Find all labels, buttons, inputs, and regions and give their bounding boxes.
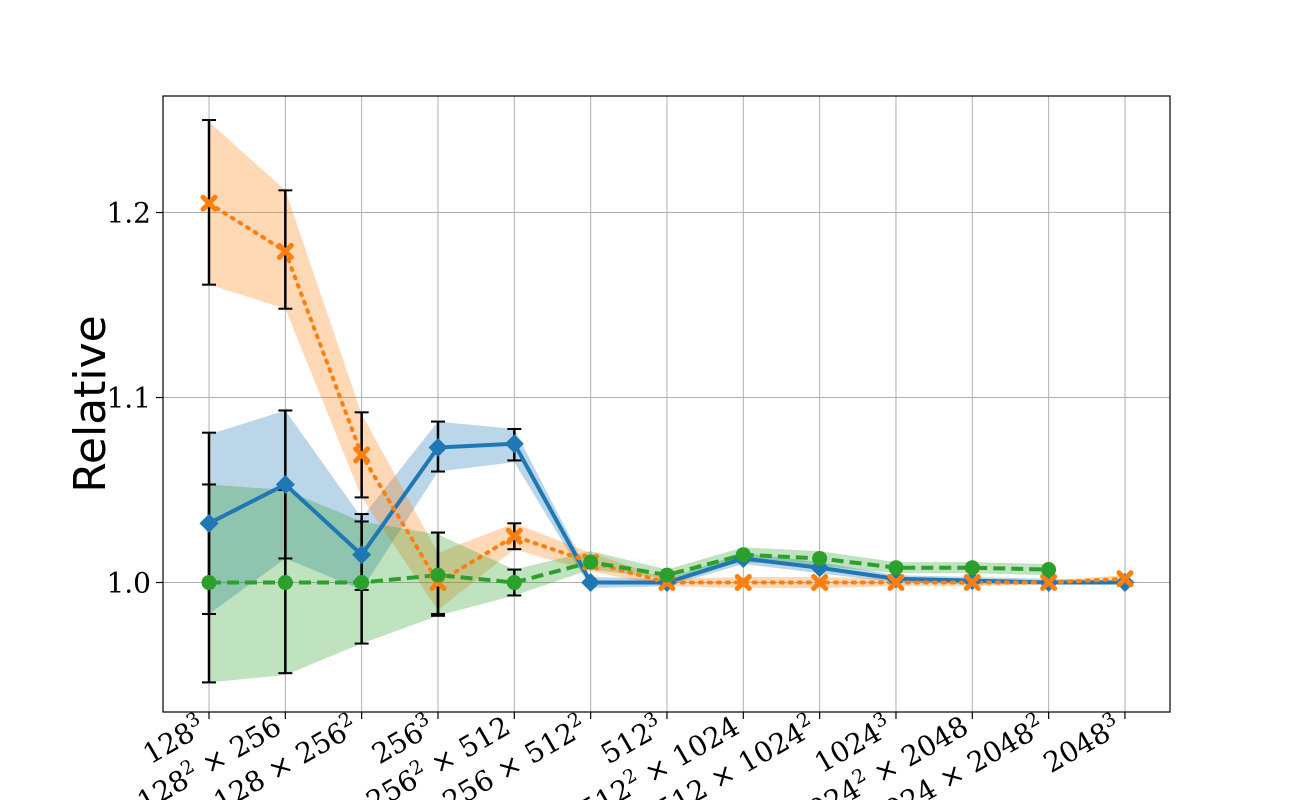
y-tick-label: 1.1: [106, 382, 151, 415]
data-point: [812, 550, 828, 566]
data-point: [1040, 574, 1058, 592]
y-axis-label: Relative: [65, 315, 116, 492]
data-point: [1115, 573, 1135, 593]
data-point: [354, 575, 370, 591]
data-point: [1116, 570, 1134, 588]
data-point: [505, 527, 523, 545]
data-point: [734, 574, 752, 592]
data-point: [963, 574, 981, 592]
data-point: [275, 474, 295, 494]
data-point-stroke: [887, 574, 905, 592]
data-point: [504, 434, 524, 454]
data-point: [428, 437, 448, 457]
data-point: [430, 567, 446, 583]
data-point: [811, 574, 829, 592]
data-point: [735, 547, 751, 563]
data-point: [659, 567, 675, 583]
data-point-stroke: [811, 574, 829, 592]
x-tick-label: 20483: [1037, 708, 1127, 780]
data-point: [352, 545, 372, 565]
data-point-stroke: [200, 194, 218, 212]
series-markers: [199, 194, 1135, 593]
data-point: [200, 194, 218, 212]
data-point-stroke: [1116, 570, 1134, 588]
data-point: [886, 569, 906, 589]
data-point: [964, 560, 980, 576]
data-point-stroke: [276, 242, 294, 260]
y-tick-label: 1.2: [106, 197, 151, 230]
data-point: [506, 575, 522, 591]
confidence-band: [209, 484, 1049, 683]
data-point-stroke: [505, 527, 523, 545]
data-point: [887, 574, 905, 592]
y-tick-label: 1.0: [106, 567, 151, 600]
data-point: [276, 242, 294, 260]
data-point: [199, 513, 219, 533]
data-point: [888, 560, 904, 576]
data-point: [353, 446, 371, 464]
data-point-stroke: [963, 574, 981, 592]
data-point-stroke: [734, 574, 752, 592]
data-point-stroke: [1040, 574, 1058, 592]
data-point: [277, 575, 293, 591]
series-line: [209, 552, 1049, 585]
data-point: [583, 554, 599, 570]
data-point: [581, 573, 601, 593]
data-point: [201, 575, 217, 591]
data-point: [1041, 562, 1057, 578]
data-point-stroke: [353, 446, 371, 464]
